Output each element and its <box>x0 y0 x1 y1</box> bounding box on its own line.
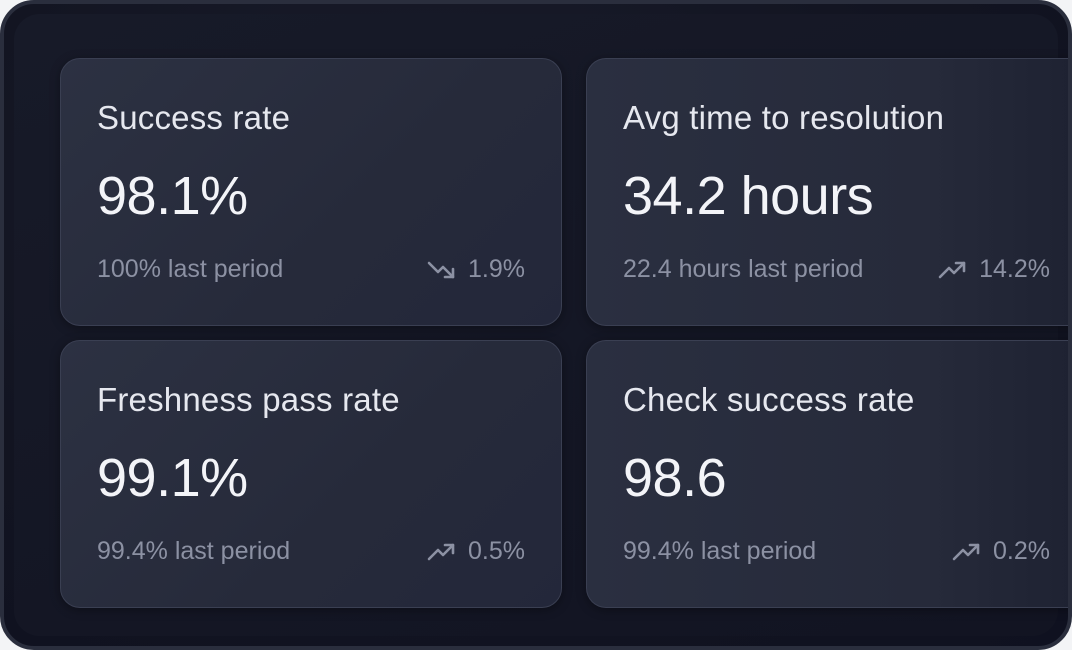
metric-card-check-success-rate[interactable]: Check success rate 98.6 99.4% last perio… <box>586 340 1068 608</box>
metric-value: 34.2 hours <box>623 166 874 226</box>
metric-title: Avg time to resolution <box>623 99 945 136</box>
trending-down-icon <box>426 258 458 282</box>
metric-change: 0.5% <box>426 537 525 566</box>
metric-previous-period: 99.4% last period <box>97 537 291 565</box>
metric-previous-period: 22.4 hours last period <box>623 255 864 283</box>
metric-change: 0.2% <box>951 537 1050 566</box>
metric-previous-period: 99.4% last period <box>623 537 817 565</box>
metric-value: 98.6 <box>623 448 727 508</box>
metric-change: 14.2% <box>937 255 1050 284</box>
metric-title: Success rate <box>97 99 291 136</box>
metric-title: Check success rate <box>623 381 915 418</box>
metric-card-avg-time-to-resolution[interactable]: Avg time to resolution 34.2 hours 22.4 h… <box>586 58 1068 326</box>
metric-change-value: 1.9% <box>468 255 525 283</box>
trending-up-icon <box>937 258 969 282</box>
metric-previous-period: 100% last period <box>97 255 284 283</box>
metric-card-freshness-pass-rate[interactable]: Freshness pass rate 99.1% 99.4% last per… <box>60 340 562 608</box>
metric-card-success-rate[interactable]: Success rate 98.1% 100% last period 1.9% <box>60 58 562 326</box>
metric-change-value: 14.2% <box>979 255 1050 283</box>
metric-value: 98.1% <box>97 166 248 226</box>
metric-change: 1.9% <box>426 255 525 284</box>
metric-value: 99.1% <box>97 448 248 508</box>
metric-change-value: 0.2% <box>993 537 1050 565</box>
trending-up-icon <box>951 540 983 564</box>
trending-up-icon <box>426 540 458 564</box>
metric-title: Freshness pass rate <box>97 381 400 418</box>
metric-change-value: 0.5% <box>468 537 525 565</box>
